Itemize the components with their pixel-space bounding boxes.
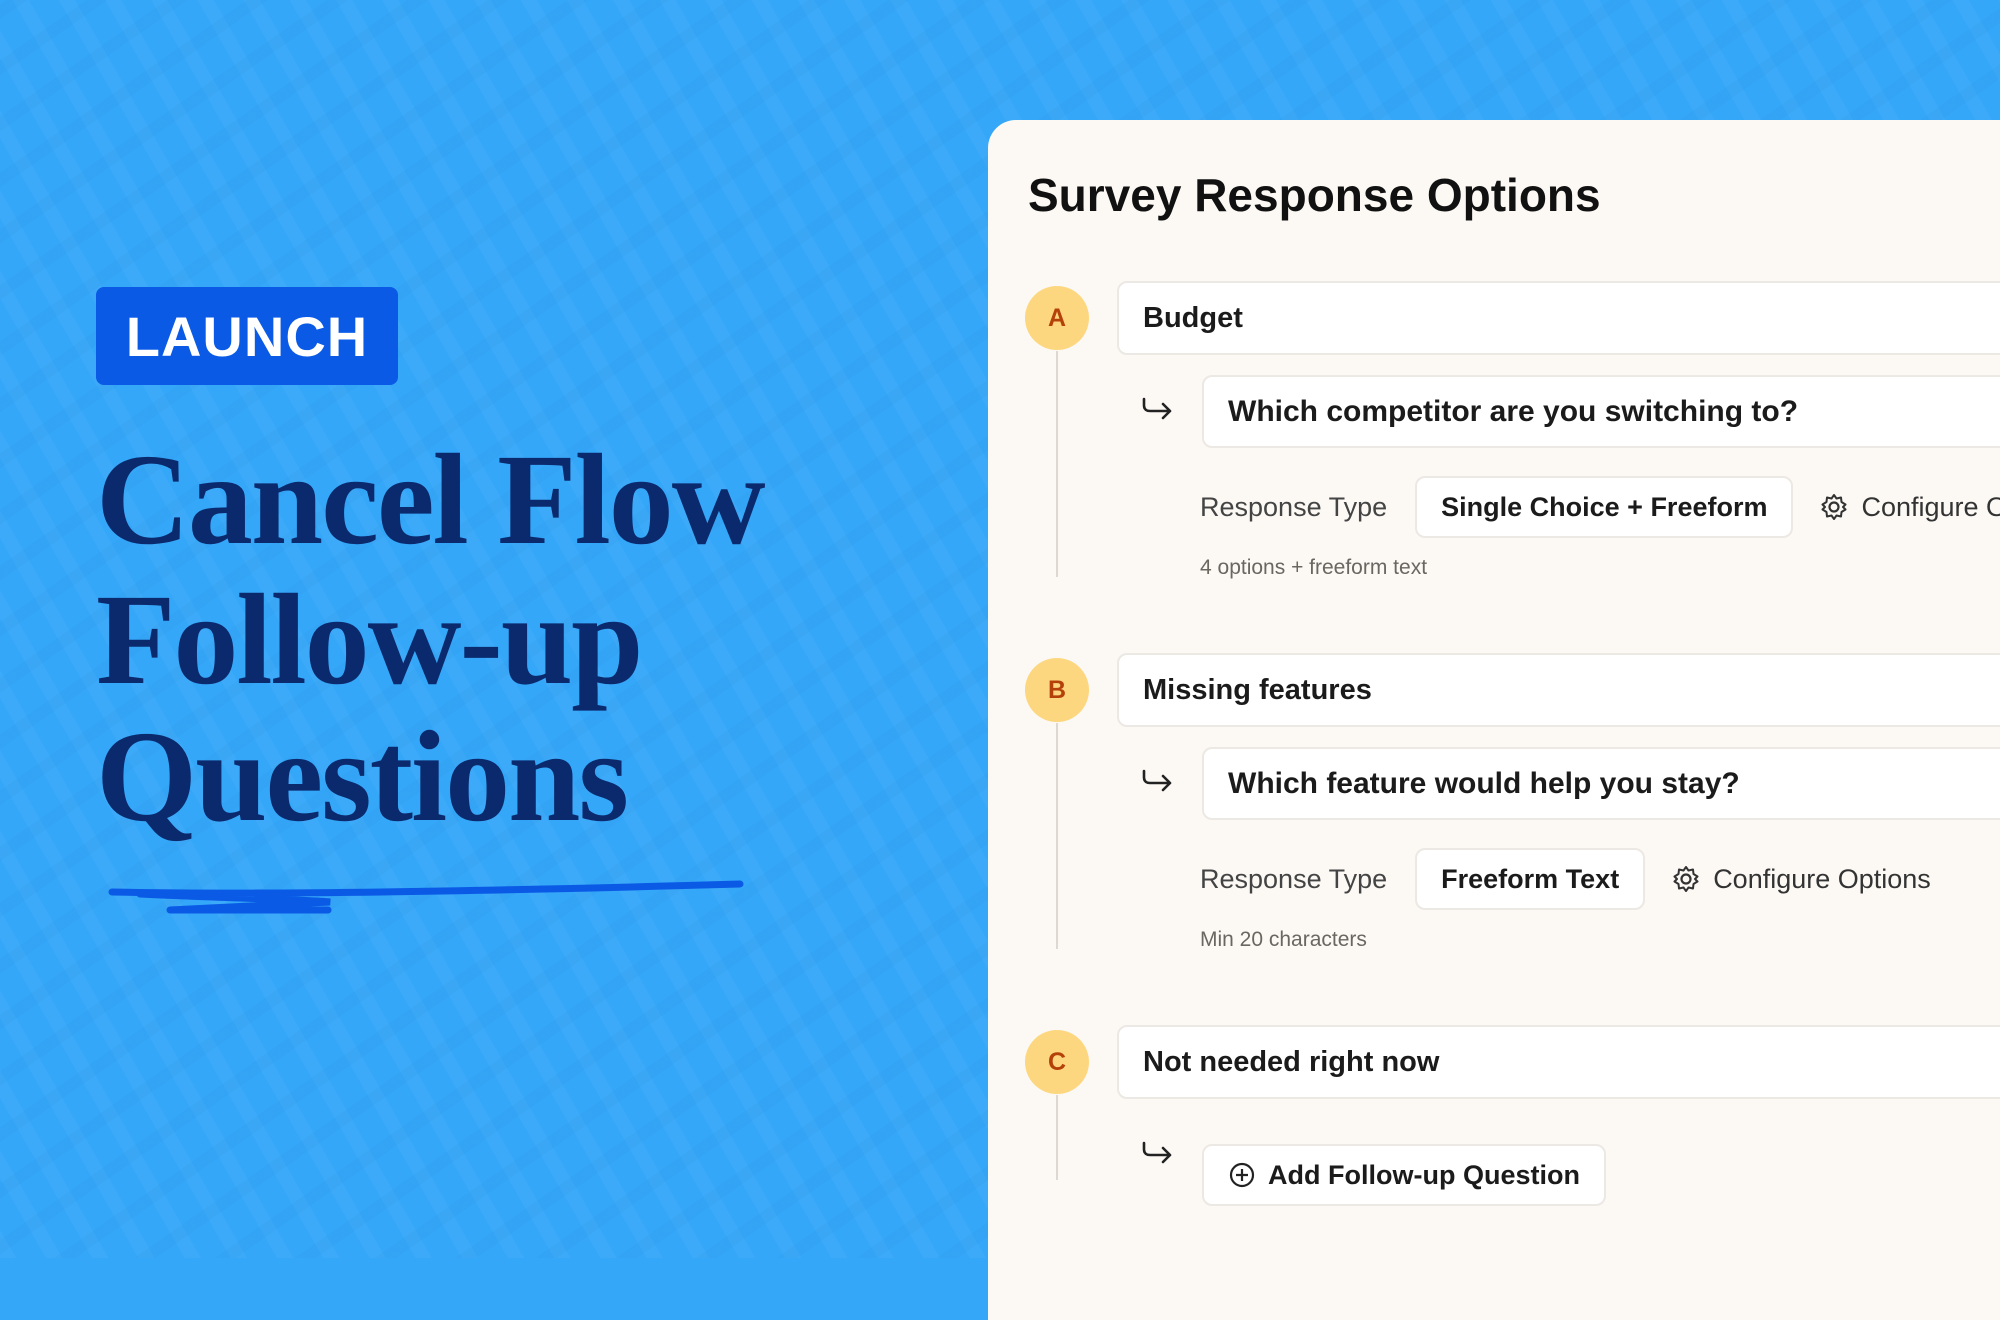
followup-arrow: [1142, 769, 1172, 792]
response-row: Response Type Freeform Text Configure Opti…: [1200, 848, 1931, 910]
timeline-line: [1056, 351, 1058, 577]
survey-panel: Survey Response Options A Budget Which com…: [988, 120, 2000, 1320]
launch-badge: LAUNCH: [96, 287, 398, 385]
response-type-label: Response Type: [1200, 491, 1388, 522]
add-followup-text: Add Follow-up Question: [1268, 1159, 1580, 1190]
headline-line: Follow-up: [96, 568, 643, 712]
response-row: Response Type Single Choice + Freeform Con…: [1200, 476, 2000, 538]
followup-question[interactable]: Which competitor are you switching to?: [1202, 375, 2000, 448]
option-letter: C: [1025, 1030, 1089, 1094]
plus-icon: [1229, 1162, 1255, 1188]
headline-line: Cancel Flow: [96, 428, 766, 572]
followup-question[interactable]: Which feature would help you stay?: [1202, 747, 2000, 820]
configure-text: Configure Options: [1713, 863, 1931, 894]
headline-line: Questions: [96, 705, 629, 849]
followup-note: Min 20 characters: [1200, 928, 1367, 951]
response-type-label: Response Type: [1200, 863, 1388, 894]
configure-options[interactable]: Configure Options: [1819, 492, 2000, 523]
followup-note: 4 options + freeform text: [1200, 556, 1428, 579]
option-letter: B: [1025, 658, 1089, 722]
response-type-chip[interactable]: Freeform Text: [1415, 848, 1646, 910]
gear-icon: [1821, 494, 1847, 520]
option-label[interactable]: Not needed right now: [1117, 1025, 2000, 1099]
add-followup-button[interactable]: Add Follow-up Question: [1202, 1144, 1606, 1206]
timeline-line: [1056, 723, 1058, 949]
response-type-chip[interactable]: Single Choice + Freeform: [1415, 476, 1794, 538]
configure-text: Configure Options: [1861, 491, 2000, 522]
option-label[interactable]: Budget: [1117, 281, 2000, 355]
option-label[interactable]: Missing features: [1117, 653, 2000, 727]
gear-icon: [1673, 866, 1699, 892]
option-letter: A: [1025, 286, 1089, 350]
underline-squiggle: [108, 880, 744, 914]
timeline-line: [1056, 1095, 1058, 1180]
followup-arrow: [1142, 1141, 1172, 1164]
followup-arrow: [1142, 397, 1172, 420]
panel-title: Survey Response Options: [1028, 169, 1601, 221]
configure-options[interactable]: Configure Options: [1671, 864, 1931, 895]
